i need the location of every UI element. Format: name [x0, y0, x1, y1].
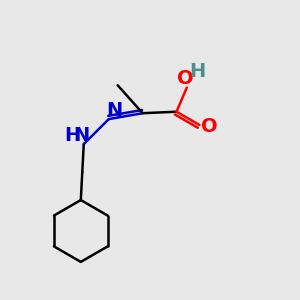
Text: H: H: [64, 126, 80, 146]
Text: N: N: [73, 126, 89, 146]
Text: H: H: [189, 62, 205, 81]
Text: O: O: [177, 69, 194, 88]
Text: N: N: [106, 101, 122, 120]
Text: O: O: [201, 117, 217, 136]
